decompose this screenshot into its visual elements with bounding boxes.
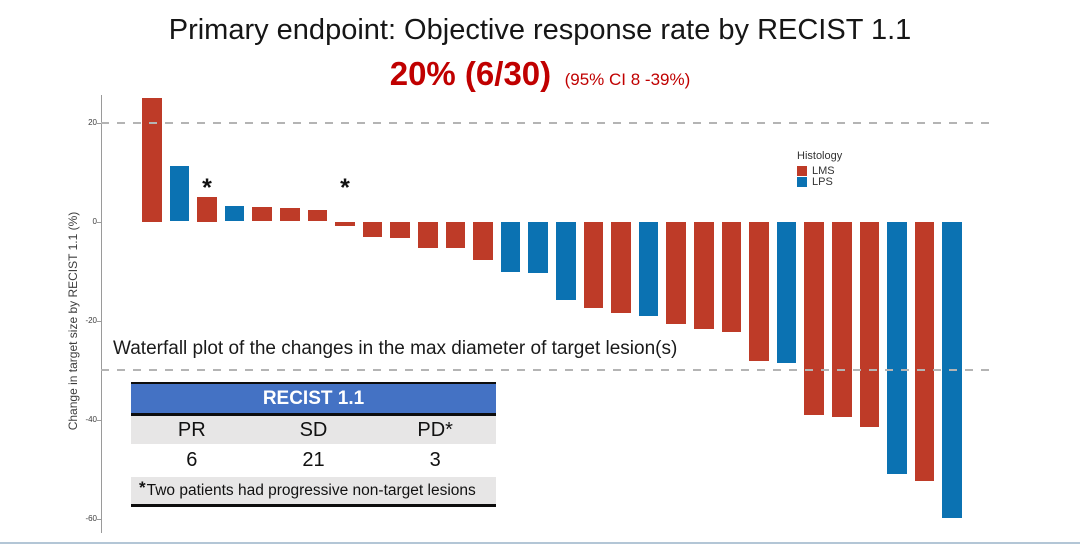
page-title: Primary endpoint: Objective response rat… bbox=[168, 14, 912, 46]
bar bbox=[776, 221, 797, 363]
bar bbox=[528, 221, 548, 273]
bar bbox=[280, 208, 300, 222]
column-pr: PR bbox=[177, 418, 206, 441]
y-tick-mark bbox=[97, 320, 101, 322]
value-pr: 6 bbox=[186, 449, 198, 471]
bar bbox=[307, 209, 328, 222]
footnote-asterisk: * bbox=[139, 477, 146, 497]
bar bbox=[335, 221, 355, 227]
bar bbox=[859, 221, 880, 427]
bar bbox=[473, 221, 493, 260]
legend-item: LPS bbox=[797, 175, 842, 188]
table-header: RECIST 1.1 bbox=[131, 382, 496, 416]
histology-legend: Histology LMS LPS bbox=[797, 150, 843, 188]
legend-label: LPS bbox=[812, 175, 833, 188]
footnote-text: Two patients had progressive non-target … bbox=[146, 481, 476, 499]
table-column-row: PR SD PD* bbox=[131, 416, 496, 444]
slide-bottom-border bbox=[0, 542, 1080, 544]
value-sd: 21 bbox=[302, 449, 325, 471]
y-tick-mark bbox=[97, 419, 101, 421]
table-value-row: 6 21 3 bbox=[131, 444, 496, 477]
bar bbox=[418, 221, 438, 248]
column-pd: PD* bbox=[417, 418, 453, 441]
bar bbox=[804, 221, 824, 415]
value-pd: 3 bbox=[429, 449, 441, 471]
table-footnote: * Two patients had progressive non-targe… bbox=[131, 477, 496, 507]
bar bbox=[169, 166, 190, 222]
y-axis-line bbox=[101, 95, 102, 533]
response-rate-subtitle: 20% (6/30) (95% CI 8 -39%) bbox=[0, 55, 1080, 93]
bar bbox=[224, 205, 245, 222]
legend-label: LMS bbox=[812, 164, 835, 177]
bar bbox=[390, 221, 410, 238]
y-tick-mark bbox=[97, 122, 101, 124]
y-tick-mark bbox=[97, 221, 101, 223]
bar bbox=[362, 221, 383, 238]
y-tick-label: 20 bbox=[88, 118, 97, 127]
y-tick-label: -20 bbox=[85, 316, 97, 325]
legend-item: LMS bbox=[797, 164, 842, 177]
bar bbox=[500, 221, 521, 273]
legend-swatch bbox=[797, 165, 807, 176]
bar bbox=[611, 221, 631, 314]
recist-table: RECIST 1.1 PR SD PD* 6 21 3 * Two patien… bbox=[131, 382, 496, 507]
legend-title: Histology bbox=[797, 150, 843, 162]
legend-entries: LMS LPS bbox=[797, 164, 842, 188]
column-sd: SD bbox=[299, 418, 328, 441]
bar bbox=[914, 221, 935, 482]
confidence-interval: (95% CI 8 -39%) bbox=[564, 70, 691, 89]
bar bbox=[142, 97, 162, 222]
y-tick-label: -60 bbox=[85, 514, 97, 523]
bar bbox=[583, 221, 604, 309]
bar bbox=[666, 221, 686, 325]
y-tick-mark bbox=[97, 518, 101, 520]
legend-swatch bbox=[797, 176, 807, 187]
bar bbox=[445, 221, 466, 249]
bar bbox=[721, 221, 742, 332]
waterfall-caption: Waterfall plot of the changes in the max… bbox=[113, 338, 678, 359]
bar bbox=[638, 221, 659, 316]
reference-line bbox=[101, 121, 993, 124]
bar bbox=[694, 221, 714, 329]
y-tick-label: 0 bbox=[92, 217, 97, 226]
response-rate-value: 20% (6/30) bbox=[389, 55, 552, 92]
progressive-nontarget-asterisk: * bbox=[202, 174, 212, 202]
bar bbox=[556, 221, 576, 300]
bar bbox=[887, 221, 907, 474]
y-tick-label: -40 bbox=[85, 415, 97, 424]
bar bbox=[252, 206, 272, 222]
reference-line bbox=[101, 369, 993, 371]
progressive-nontarget-asterisk: * bbox=[340, 174, 350, 202]
bar bbox=[749, 221, 769, 362]
bar bbox=[197, 196, 217, 222]
bar bbox=[832, 221, 852, 418]
